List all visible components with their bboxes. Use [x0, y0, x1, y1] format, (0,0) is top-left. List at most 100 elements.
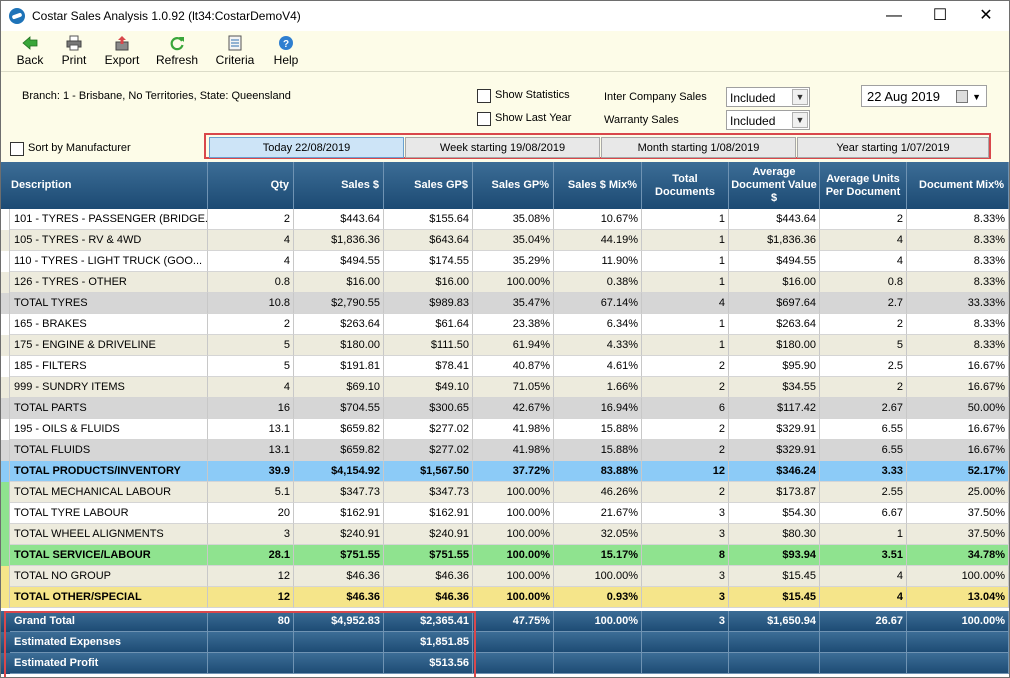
column-header[interactable]: Average Document Value $ [729, 162, 820, 209]
table-row[interactable]: TOTAL NO GROUP 12 $46.36 $46.36 100.00% 100.0… [1, 566, 1009, 587]
table-cell: 8.33% [907, 272, 1009, 293]
table-cell: 16 [208, 398, 294, 419]
table-cell: 2 [642, 377, 729, 398]
table-row[interactable]: 175 - ENGINE & DRIVELINE 5 $180.00 $111.50 6… [1, 335, 1009, 356]
tab-today[interactable]: Today 22/08/2019 [209, 137, 404, 158]
print-button[interactable]: Print [57, 33, 91, 69]
row-description: TOTAL NO GROUP [10, 566, 208, 587]
column-header[interactable]: Sales GP$ [384, 162, 473, 209]
column-header[interactable]: Sales $ Mix% [554, 162, 642, 209]
table-cell: 46.26% [554, 482, 642, 503]
chevron-down-icon[interactable]: ▼ [972, 92, 981, 102]
row-description: TOTAL SERVICE/LABOUR [10, 545, 208, 566]
column-header[interactable]: Average Units Per Document [820, 162, 907, 209]
row-description: TOTAL PARTS [10, 398, 208, 419]
table-cell: 4.33% [554, 335, 642, 356]
title-bar: Costar Sales Analysis 1.0.92 (lt34:Costa… [1, 1, 1009, 31]
table-cell: 37.50% [907, 524, 1009, 545]
row-description: TOTAL MECHANICAL LABOUR [10, 482, 208, 503]
table-cell: $659.82 [294, 440, 384, 461]
table-row[interactable]: TOTAL PARTS 16 $704.55 $300.65 42.67% 16.94% 6… [1, 398, 1009, 419]
window-title: Costar Sales Analysis 1.0.92 (lt34:Costa… [32, 9, 301, 23]
table-row[interactable]: 110 - TYRES - LIGHT TRUCK (GOO... 4 $494.5… [1, 251, 1009, 272]
warranty-label: Warranty Sales [604, 114, 679, 126]
row-marker [1, 440, 10, 461]
warranty-select[interactable]: Included ▼ [726, 110, 810, 130]
tab-week[interactable]: Week starting 19/08/2019 [405, 137, 600, 158]
totals-label: Estimated Expenses [10, 632, 208, 653]
column-header[interactable]: Qty [208, 162, 294, 209]
table-cell: $162.91 [384, 503, 473, 524]
table-row[interactable]: 999 - SUNDRY ITEMS 4 $69.10 $49.10 71.05% 1.6… [1, 377, 1009, 398]
table-row[interactable]: TOTAL PRODUCTS/INVENTORY 39.9 $4,154.92 $1,… [1, 461, 1009, 482]
tab-year[interactable]: Year starting 1/07/2019 [797, 137, 989, 158]
date-picker[interactable]: 22 Aug 2019 ▼ [861, 85, 987, 107]
row-marker [1, 524, 10, 545]
sort-by-manufacturer-checkbox[interactable] [10, 142, 24, 156]
table-row[interactable]: TOTAL TYRES 10.8 $2,790.55 $989.83 35.47% 67.… [1, 293, 1009, 314]
table-cell: 44.19% [554, 230, 642, 251]
criteria-button[interactable]: Criteria [213, 33, 257, 69]
table-row[interactable]: TOTAL MECHANICAL LABOUR 5.1 $347.73 $347.73… [1, 482, 1009, 503]
maximize-icon[interactable]: ☐ [932, 7, 948, 24]
table-cell: 23.38% [473, 314, 554, 335]
show-statistics-checkbox[interactable] [477, 89, 491, 103]
totals-cell: $513.56 [384, 653, 473, 674]
table-row[interactable]: TOTAL FLUIDS 13.1 $659.82 $277.02 41.98% 15.8… [1, 440, 1009, 461]
help-button[interactable]: ? Help [269, 33, 303, 69]
tab-month[interactable]: Month starting 1/08/2019 [601, 137, 796, 158]
period-tabs: Today 22/08/2019 Week starting 19/08/201… [204, 133, 991, 159]
table-row[interactable]: 165 - BRAKES 2 $263.64 $61.64 23.38% 6.34% 1 $2… [1, 314, 1009, 335]
back-button[interactable]: Back [13, 33, 47, 69]
table-cell: 39.9 [208, 461, 294, 482]
table-cell: 16.67% [907, 440, 1009, 461]
table-cell: 2 [208, 314, 294, 335]
sort-by-manufacturer-label: Sort by Manufacturer [28, 142, 131, 154]
minimize-icon[interactable]: — [886, 7, 902, 24]
table-cell: 2 [820, 209, 907, 230]
table-row[interactable]: 126 - TYRES - OTHER 0.8 $16.00 $16.00 100.00… [1, 272, 1009, 293]
table-row[interactable]: TOTAL SERVICE/LABOUR 28.1 $751.55 $751.55 10… [1, 545, 1009, 566]
table-cell: 4 [820, 251, 907, 272]
table-cell: $1,567.50 [384, 461, 473, 482]
table-cell: $46.36 [294, 566, 384, 587]
column-header[interactable]: Document Mix% [907, 162, 1009, 209]
column-header[interactable]: Sales $ [294, 162, 384, 209]
calendar-icon[interactable] [956, 90, 968, 103]
column-header[interactable]: Total Documents [642, 162, 729, 209]
table-row[interactable]: 105 - TYRES - RV & 4WD 4 $1,836.36 $643.64 3… [1, 230, 1009, 251]
export-button[interactable]: Export [102, 33, 142, 69]
show-last-year-checkbox[interactable] [477, 112, 491, 126]
table-cell: 6.34% [554, 314, 642, 335]
table-row[interactable]: TOTAL WHEEL ALIGNMENTS 3 $240.91 $240.91 100… [1, 524, 1009, 545]
table-cell: $93.94 [729, 545, 820, 566]
table-row[interactable]: TOTAL OTHER/SPECIAL 12 $46.36 $46.36 100.00%… [1, 587, 1009, 608]
column-header[interactable]: Sales GP% [473, 162, 554, 209]
table-cell: 2 [642, 440, 729, 461]
totals-cell [294, 653, 384, 674]
refresh-button[interactable]: Refresh [155, 33, 199, 69]
table-cell: 6.55 [820, 440, 907, 461]
table-cell: 100.00% [473, 503, 554, 524]
close-icon[interactable]: ✕ [979, 7, 993, 24]
table-cell: $347.73 [384, 482, 473, 503]
row-marker [1, 482, 10, 503]
table-row[interactable]: 185 - FILTERS 5 $191.81 $78.41 40.87% 4.61% 2 $… [1, 356, 1009, 377]
row-description: 185 - FILTERS [10, 356, 208, 377]
totals-cell [820, 653, 907, 674]
table-cell: $173.87 [729, 482, 820, 503]
table-row[interactable]: 101 - TYRES - PASSENGER (BRIDGE... 2 $443.… [1, 209, 1009, 230]
table-cell: 3 [642, 587, 729, 608]
table-row[interactable]: TOTAL TYRE LABOUR 20 $162.91 $162.91 100.00%… [1, 503, 1009, 524]
table-cell: $46.36 [384, 587, 473, 608]
table-cell: 3.51 [820, 545, 907, 566]
export-label: Export [104, 53, 140, 67]
table-row[interactable]: 195 - OILS & FLUIDS 13.1 $659.82 $277.02 41.… [1, 419, 1009, 440]
totals-cell [473, 653, 554, 674]
table-cell: $300.65 [384, 398, 473, 419]
inter-company-select[interactable]: Included ▼ [726, 87, 810, 107]
totals-cell: 47.75% [473, 611, 554, 632]
totals-cell [729, 653, 820, 674]
table-cell: 2 [642, 419, 729, 440]
column-header[interactable]: Description [1, 162, 208, 209]
